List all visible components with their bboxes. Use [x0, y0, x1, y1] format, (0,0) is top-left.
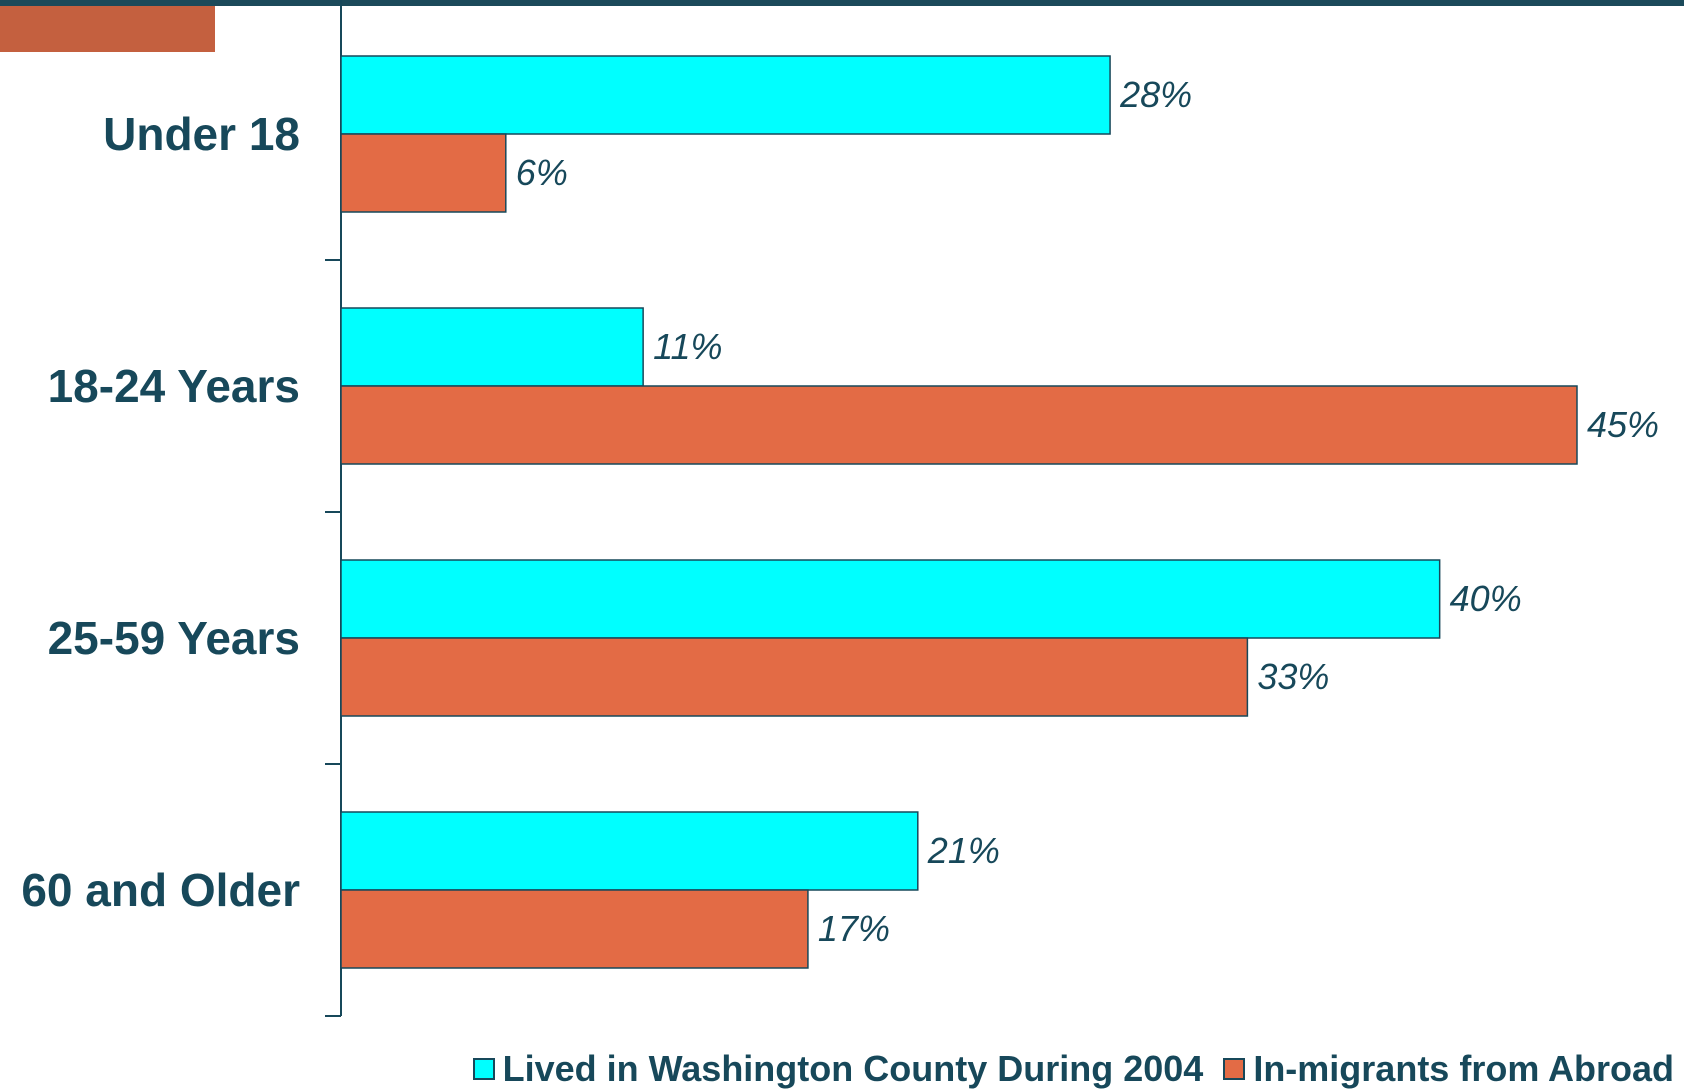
data-label: 45%: [1587, 404, 1659, 445]
bar-lived-in-county: [340, 811, 919, 891]
category-label: 60 and Older: [21, 864, 300, 916]
legend-label-series-2: In-migrants from Abroad: [1253, 1048, 1674, 1089]
bar-lived-in-county: [340, 55, 1111, 135]
legend: Lived in Washington County During 2004 I…: [0, 1048, 1674, 1090]
bar-in-migrants: [340, 133, 507, 213]
bar-in-migrants: [340, 385, 1578, 465]
bar-lived-in-county: [340, 307, 644, 387]
data-label: 17%: [818, 908, 890, 949]
data-label: 40%: [1450, 578, 1522, 619]
y-axis: [325, 0, 342, 1017]
bar-in-migrants: [340, 889, 809, 969]
legend-swatch-series-1: [472, 1058, 495, 1080]
category-label: 25-59 Years: [48, 612, 300, 664]
legend-item-series-1: Lived in Washington County During 2004: [472, 1048, 1204, 1090]
data-label: 28%: [1119, 74, 1192, 115]
labels: Under 18 28% 6% 18-24 Years 11% 45% 25-59 Year…: [21, 74, 1659, 949]
category-label: Under 18: [103, 108, 300, 160]
accent-block: [0, 6, 215, 52]
data-label: 11%: [653, 326, 722, 367]
bar-lived-in-county: [340, 559, 1441, 639]
data-label: 6%: [516, 152, 568, 193]
legend-label-series-1: Lived in Washington County During 2004: [502, 1048, 1204, 1089]
data-label: 21%: [927, 830, 1000, 871]
top-rule: [0, 0, 1684, 6]
category-label: 18-24 Years: [48, 360, 300, 412]
legend-swatch-series-2: [1223, 1058, 1246, 1080]
bar-in-migrants: [340, 637, 1249, 717]
bars: [340, 55, 1578, 969]
data-label: 33%: [1257, 656, 1329, 697]
legend-item-series-2: In-migrants from Abroad: [1223, 1048, 1674, 1090]
